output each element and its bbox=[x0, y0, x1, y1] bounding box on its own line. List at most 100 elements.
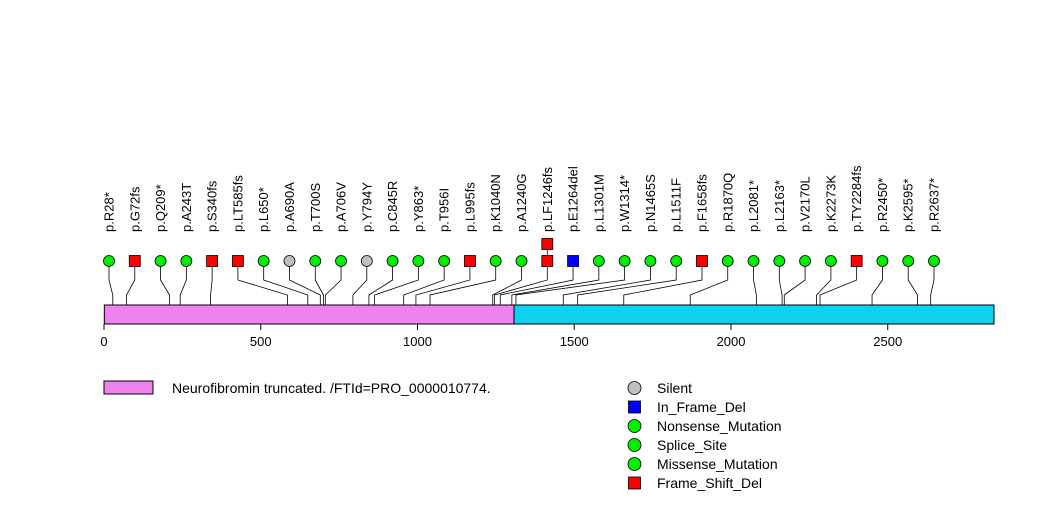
marker-p-f1658fs bbox=[696, 255, 708, 267]
marker-p-t700s bbox=[309, 255, 322, 267]
label-p-lt585fs: p.LT585fs bbox=[230, 175, 245, 232]
domain-legend-label: Neurofibromin truncated. /FTId=PRO_00000… bbox=[172, 380, 491, 396]
marker-p-r28 bbox=[103, 255, 115, 267]
marker-p-ty2284fs bbox=[850, 255, 863, 267]
label-p-t700s: p.T700S bbox=[308, 183, 323, 232]
connector-p-n1465s bbox=[562, 261, 651, 305]
label-p-g72fs: p.G72fs bbox=[127, 186, 142, 232]
connector-p-v2170l bbox=[783, 261, 806, 305]
marker-p-e1264del bbox=[567, 255, 579, 267]
legend-swatch-silent bbox=[627, 381, 642, 395]
connector-p-q209 bbox=[160, 261, 170, 305]
legend-label-splice-site: Splice_Site bbox=[657, 437, 727, 453]
legend-swatch-missense-mutation bbox=[627, 457, 642, 471]
label-p-lf1246fs: p.LF1246fs bbox=[540, 166, 555, 232]
connector-p-y863 bbox=[374, 261, 419, 305]
label-p-q209: p.Q209* bbox=[153, 184, 168, 232]
marker-p-r2450 bbox=[876, 255, 889, 267]
marker-p-l1301m bbox=[592, 255, 605, 267]
x-axis: 0 500 1000 1500 2000 2500 bbox=[100, 324, 902, 349]
marker-p-y794y bbox=[360, 255, 373, 267]
marker-p-r1870q bbox=[721, 255, 734, 267]
label-p-k2273k: p.K2273K bbox=[823, 175, 838, 232]
marker-p-l650 bbox=[257, 255, 270, 267]
connector-p-l2081 bbox=[753, 261, 757, 305]
connector-p-a706v bbox=[324, 261, 342, 305]
label-p-l995fs: p.L995fs bbox=[462, 182, 477, 232]
label-p-k2595: p.K2595* bbox=[901, 179, 916, 233]
label-p-l2081: p.L2081* bbox=[746, 180, 761, 232]
marker-p-k2273k bbox=[824, 255, 837, 267]
x-tick-label-1000: 1000 bbox=[403, 334, 432, 349]
connector-p-e1264del bbox=[499, 261, 574, 305]
mutation-labels: p.R28* p.G72fs p.Q209* p.A243T p.S340fs p.LT5… bbox=[102, 165, 942, 232]
legend-label-in-frame-del: In_Frame_Del bbox=[657, 399, 746, 415]
label-p-a706v: p.A706V bbox=[334, 182, 349, 232]
marker-p-c845r bbox=[386, 255, 399, 267]
label-p-l2163: p.L2163* bbox=[772, 180, 787, 232]
connector-p-lt585fs bbox=[237, 261, 288, 305]
marker-p-lf1246fs bbox=[541, 255, 554, 267]
marker-p-a1240g bbox=[515, 255, 528, 267]
connector-p-l2163 bbox=[778, 261, 783, 305]
label-p-a243t: p.A243T bbox=[179, 183, 194, 232]
marker-p-t956i bbox=[438, 255, 451, 267]
domain-legend-swatch bbox=[103, 380, 154, 395]
label-p-w1314: p.W1314* bbox=[617, 175, 632, 232]
connector-p-r2450 bbox=[871, 261, 883, 305]
label-p-c845r: p.C845R bbox=[385, 181, 400, 232]
connector-p-s340fs bbox=[210, 261, 213, 305]
label-p-r2637: p.R2637* bbox=[927, 178, 942, 232]
connector-p-lf1246fs bbox=[494, 261, 548, 305]
connector-p-y794y bbox=[352, 261, 368, 305]
connector-p-t700s bbox=[314, 261, 324, 305]
label-p-n1465s: p.N1465S bbox=[643, 174, 658, 232]
legend-label-frame-shift-del: Frame_Shift_Del bbox=[657, 475, 762, 491]
connector-p-f1658fs bbox=[623, 261, 703, 305]
marker-p-a243t bbox=[180, 255, 193, 267]
marker-p-r2637 bbox=[928, 255, 940, 267]
legend-label-silent: Silent bbox=[657, 380, 692, 396]
marker-p-q209 bbox=[154, 255, 167, 267]
connector-p-l995fs bbox=[415, 261, 471, 305]
legend-label-missense-mutation: Missense_Mutation bbox=[657, 456, 778, 472]
connector-p-k2273k bbox=[816, 261, 832, 305]
marker-p-v2170l bbox=[799, 255, 811, 267]
label-p-ty2284fs: p.TY2284fs bbox=[849, 165, 864, 232]
marker-p-n1465s bbox=[644, 255, 657, 267]
domain-legend: Neurofibromin truncated. /FTId=PRO_00000… bbox=[103, 380, 491, 396]
connector-lines bbox=[108, 261, 935, 305]
label-p-l1301m: p.L1301M bbox=[591, 174, 606, 232]
label-p-a690a: p.A690A bbox=[282, 182, 297, 232]
label-p-y794y: p.Y794Y bbox=[359, 182, 374, 232]
connector-p-r28 bbox=[108, 261, 114, 305]
label-p-f1658fs: p.F1658fs bbox=[694, 174, 709, 232]
x-tick-label-500: 500 bbox=[250, 334, 272, 349]
x-tick-label-0: 0 bbox=[100, 334, 107, 349]
connector-p-k1040n bbox=[429, 261, 497, 305]
x-tick-label-2000: 2000 bbox=[717, 334, 746, 349]
label-p-y863: p.Y863* bbox=[411, 186, 426, 232]
x-tick-label-2500: 2500 bbox=[873, 334, 902, 349]
mutation-markers bbox=[103, 238, 940, 267]
connector-p-r2637 bbox=[930, 261, 935, 305]
mutation-type-legend: Silent In_Frame_Del Nonsense_Mutation Splic… bbox=[627, 380, 782, 491]
connector-p-c845r bbox=[368, 261, 393, 305]
label-p-s340fs: p.S340fs bbox=[205, 180, 220, 232]
label-p-r2450: p.R2450* bbox=[875, 178, 890, 232]
connector-p-a690a bbox=[289, 261, 321, 305]
legend-swatch-frame-shift-del bbox=[628, 476, 641, 490]
label-p-r28: p.R28* bbox=[102, 192, 117, 232]
marker-p-y863 bbox=[412, 255, 425, 267]
marker-p-l995fs bbox=[464, 255, 476, 267]
marker-p-l1511f bbox=[670, 255, 683, 267]
label-p-r1870q: p.R1870Q bbox=[720, 173, 735, 232]
marker-p-l2081 bbox=[747, 255, 760, 267]
label-p-a1240g: p.A1240G bbox=[514, 173, 529, 232]
marker-p-s340fs bbox=[206, 255, 219, 267]
connector-p-ty2284fs bbox=[819, 261, 858, 305]
label-p-l650: p.L650* bbox=[256, 187, 271, 232]
marker-p-lf1246fs-2 bbox=[541, 238, 554, 250]
connector-p-l1511f bbox=[577, 261, 677, 305]
